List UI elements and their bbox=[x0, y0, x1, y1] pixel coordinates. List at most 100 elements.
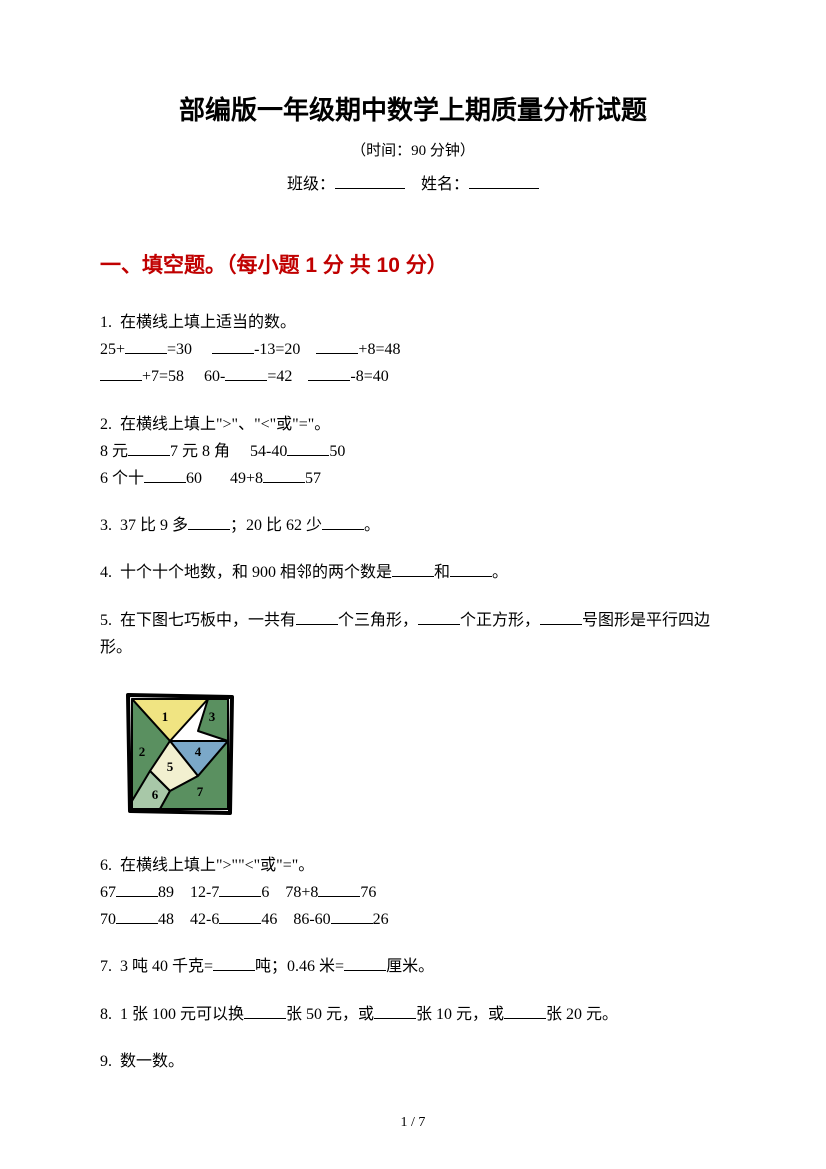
q4-blank[interactable] bbox=[392, 561, 434, 577]
q7-text: 3 吨 40 千克= bbox=[120, 958, 213, 975]
q5-num: 5. bbox=[100, 612, 112, 629]
q6-text: 6 bbox=[261, 884, 269, 901]
q1-text: -8=40 bbox=[350, 368, 388, 385]
name-label: 姓名： bbox=[421, 176, 469, 193]
q4-blank[interactable] bbox=[450, 561, 492, 577]
q8-text: 张 50 元，或 bbox=[286, 1006, 374, 1023]
q1-text: +7=58 bbox=[142, 368, 184, 385]
q4-num: 4. bbox=[100, 564, 112, 581]
q9-num: 9. bbox=[100, 1053, 112, 1070]
q2-blank[interactable] bbox=[263, 467, 305, 483]
q2-text: 50 bbox=[329, 443, 345, 460]
q5-blank[interactable] bbox=[540, 609, 582, 625]
question-3: 3. 37 比 9 多；20 比 62 少。 bbox=[100, 512, 726, 539]
q1-text: 60- bbox=[204, 368, 225, 385]
q8-blank[interactable] bbox=[244, 1003, 286, 1019]
q6-text: 46 bbox=[261, 911, 277, 928]
q6-text: 67 bbox=[100, 884, 116, 901]
exam-title: 部编版一年级期中数学上期质量分析试题 bbox=[100, 90, 726, 127]
q1-prompt: 在横线上填上适当的数。 bbox=[120, 314, 296, 331]
q6-prompt: 在横线上填上">""<"或"="。 bbox=[120, 857, 314, 874]
class-blank[interactable] bbox=[335, 173, 405, 189]
q7-text: 厘米。 bbox=[386, 958, 434, 975]
q2-blank[interactable] bbox=[287, 440, 329, 456]
q1-text: +8=48 bbox=[358, 341, 400, 358]
q8-text: 张 20 元。 bbox=[546, 1006, 618, 1023]
q1-num: 1. bbox=[100, 314, 112, 331]
question-4: 4. 十个十个地数，和 900 相邻的两个数是和。 bbox=[100, 559, 726, 586]
q6-text: 89 bbox=[158, 884, 174, 901]
q8-text: 张 10 元，或 bbox=[416, 1006, 504, 1023]
q6-blank[interactable] bbox=[219, 881, 261, 897]
question-7: 7. 3 吨 40 千克=吨；0.46 米=厘米。 bbox=[100, 953, 726, 980]
q1-blank[interactable] bbox=[308, 365, 350, 381]
tangram-figure: 1234567 bbox=[100, 681, 726, 834]
page-number: 1 / 7 bbox=[0, 1115, 826, 1131]
q5-text: 个三角形， bbox=[338, 612, 418, 629]
student-info-line: 班级： 姓名： bbox=[100, 170, 726, 194]
q1-text: =42 bbox=[267, 368, 292, 385]
q9-prompt: 数一数。 bbox=[120, 1053, 184, 1070]
q1-blank[interactable] bbox=[100, 365, 142, 381]
q2-blank[interactable] bbox=[144, 467, 186, 483]
q6-text: 76 bbox=[360, 884, 376, 901]
q2-text: 54-40 bbox=[250, 443, 287, 460]
svg-text:7: 7 bbox=[197, 784, 204, 799]
q6-blank[interactable] bbox=[219, 908, 261, 924]
svg-text:6: 6 bbox=[152, 787, 159, 802]
svg-text:4: 4 bbox=[195, 744, 202, 759]
q5-text: 在下图七巧板中，一共有 bbox=[120, 612, 296, 629]
q2-text: 60 bbox=[186, 470, 202, 487]
q8-num: 8. bbox=[100, 1006, 112, 1023]
q2-text: 57 bbox=[305, 470, 321, 487]
q6-num: 6. bbox=[100, 857, 112, 874]
question-8: 8. 1 张 100 元可以换张 50 元，或张 10 元，或张 20 元。 bbox=[100, 1001, 726, 1028]
q4-text: 。 bbox=[492, 564, 508, 581]
q1-blank[interactable] bbox=[212, 338, 254, 354]
q2-blank[interactable] bbox=[128, 440, 170, 456]
q6-text: 42-6 bbox=[190, 911, 219, 928]
q3-text: ；20 比 62 少 bbox=[230, 517, 322, 534]
q6-blank[interactable] bbox=[318, 881, 360, 897]
question-2: 2. 在横线上填上">"、"<"或"="。 8 元7 元 8 角 54-4050… bbox=[100, 411, 726, 493]
svg-text:1: 1 bbox=[162, 709, 169, 724]
q6-text: 26 bbox=[373, 911, 389, 928]
q2-prompt: 在横线上填上">"、"<"或"="。 bbox=[120, 416, 330, 433]
name-blank[interactable] bbox=[469, 173, 539, 189]
q4-text: 十个十个地数，和 900 相邻的两个数是 bbox=[120, 564, 392, 581]
section-1-header: 一、填空题。（每小题 1 分 共 10 分） bbox=[100, 249, 726, 279]
q2-text: 49+8 bbox=[230, 470, 263, 487]
question-6: 6. 在横线上填上">""<"或"="。 67 89 12-7 6 78+8 76 7… bbox=[100, 852, 726, 934]
question-5: 5. 在下图七巧板中，一共有个三角形，个正方形，号图形是平行四边形。 bbox=[100, 607, 726, 661]
q1-blank[interactable] bbox=[316, 338, 358, 354]
q2-text: 7 元 8 角 bbox=[170, 443, 230, 460]
q3-text: 。 bbox=[364, 517, 380, 534]
q7-blank[interactable] bbox=[213, 955, 255, 971]
q5-blank[interactable] bbox=[418, 609, 460, 625]
q1-blank[interactable] bbox=[225, 365, 267, 381]
q3-blank[interactable] bbox=[322, 514, 364, 530]
q7-blank[interactable] bbox=[344, 955, 386, 971]
question-1: 1. 在横线上填上适当的数。 25+=30 -13=20 +8=48 +7=58… bbox=[100, 309, 726, 391]
q6-blank[interactable] bbox=[116, 881, 158, 897]
svg-text:5: 5 bbox=[167, 759, 174, 774]
q1-text: -13=20 bbox=[254, 341, 300, 358]
q6-text: 12-7 bbox=[190, 884, 219, 901]
q1-blank[interactable] bbox=[125, 338, 167, 354]
q2-text: 6 个十 bbox=[100, 470, 144, 487]
q8-blank[interactable] bbox=[504, 1003, 546, 1019]
svg-text:2: 2 bbox=[139, 744, 146, 759]
q5-blank[interactable] bbox=[296, 609, 338, 625]
q2-num: 2. bbox=[100, 416, 112, 433]
q6-text: 70 bbox=[100, 911, 116, 928]
q3-blank[interactable] bbox=[188, 514, 230, 530]
q3-text: 37 比 9 多 bbox=[120, 517, 188, 534]
q8-blank[interactable] bbox=[374, 1003, 416, 1019]
q6-text: 78+8 bbox=[285, 884, 318, 901]
q6-text: 48 bbox=[158, 911, 174, 928]
q6-blank[interactable] bbox=[331, 908, 373, 924]
q6-text: 86-60 bbox=[293, 911, 330, 928]
q7-text: 吨；0.46 米= bbox=[255, 958, 344, 975]
q6-blank[interactable] bbox=[116, 908, 158, 924]
q1-text: 25+ bbox=[100, 341, 125, 358]
